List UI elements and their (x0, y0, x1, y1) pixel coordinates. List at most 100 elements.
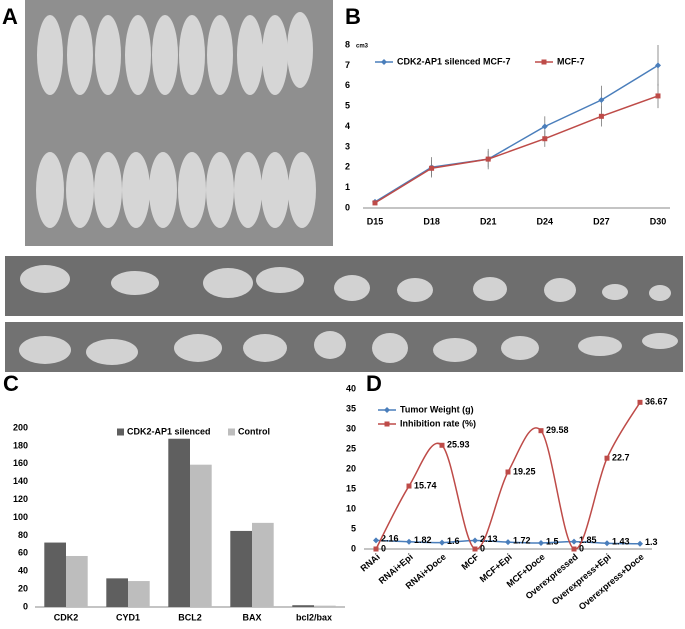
y-tick-label: 20 (346, 463, 356, 473)
marker (381, 59, 387, 65)
legend-label: Inhibition rate (%) (400, 418, 476, 428)
data-label: 22.7 (612, 453, 630, 463)
x-tick-label: Overexpress+Doce (577, 552, 646, 612)
y-tick-label: 5 (351, 523, 356, 533)
data-label: 1.82 (414, 535, 432, 545)
y-tick-label: 0 (351, 543, 356, 553)
y-unit: cm3 (356, 44, 369, 50)
y-tick-label: 60 (18, 548, 28, 558)
x-tick-label: RNAi (359, 552, 382, 574)
marker (505, 539, 511, 546)
x-tick-label: D15 (367, 216, 384, 226)
x-tick-label: D24 (537, 216, 554, 226)
marker (571, 546, 577, 552)
panel-label: C (3, 371, 19, 396)
bar (230, 530, 252, 607)
marker (604, 540, 610, 547)
bar (252, 522, 274, 607)
marker (406, 483, 412, 489)
data-label: 1.85 (579, 535, 597, 545)
marker (384, 421, 390, 427)
x-tick-label: BCL2 (178, 612, 202, 622)
y-tick-label: 35 (346, 403, 356, 413)
legend-label: CDK2-AP1 silenced (127, 426, 211, 436)
panel-label: B (345, 4, 361, 29)
marker (472, 537, 478, 544)
marker (406, 538, 412, 545)
y-tick-label: 20 (18, 583, 28, 593)
x-tick-label: CYD1 (116, 612, 140, 622)
y-tick-label: 120 (13, 494, 28, 504)
y-tick-label: 4 (345, 121, 350, 131)
legend-label: Control (238, 426, 270, 436)
marker (485, 156, 491, 162)
tumors (19, 265, 678, 365)
legend-label: Tumor Weight (g) (400, 404, 474, 414)
y-tick-label: 25 (346, 443, 356, 453)
y-tick-label: 0 (345, 202, 350, 212)
y-tick-label: 30 (346, 423, 356, 433)
legend-label: MCF-7 (557, 56, 585, 66)
marker (373, 537, 379, 544)
marker (655, 62, 661, 69)
bar (44, 542, 66, 607)
marker (538, 428, 544, 434)
y-tick-label: 10 (346, 503, 356, 513)
marker (541, 59, 547, 65)
marker (637, 540, 643, 547)
marker (429, 165, 435, 171)
y-tick-label: 100 (13, 512, 28, 522)
x-tick-label: D21 (480, 216, 497, 226)
bar (292, 605, 314, 607)
data-label: 36.67 (645, 397, 668, 407)
marker (598, 113, 604, 119)
data-label: 19.25 (513, 466, 536, 476)
panel-label: D (366, 371, 382, 396)
bar (128, 581, 150, 607)
y-tick-label: 8 (345, 39, 350, 49)
marker (439, 539, 445, 546)
data-label: 1.5 (546, 536, 559, 546)
legend-swatch (117, 428, 124, 436)
data-label: 1.6 (447, 536, 460, 546)
x-tick-label: Overexpress+Epi (550, 552, 613, 607)
x-tick-label: D18 (423, 216, 440, 226)
series-line (374, 64, 659, 203)
marker (541, 123, 548, 130)
marker (655, 93, 661, 99)
bar (314, 605, 336, 607)
legend-swatch (228, 428, 235, 436)
marker (439, 442, 445, 448)
bar (106, 578, 128, 607)
data-label: 15.74 (414, 480, 437, 490)
marker (472, 546, 478, 552)
mice (36, 12, 316, 228)
y-tick-label: 15 (346, 483, 356, 493)
marker (637, 399, 643, 405)
data-label: 25.93 (447, 440, 470, 450)
panel-label: A (2, 4, 18, 29)
y-tick-label: 140 (13, 476, 28, 486)
marker (384, 407, 390, 413)
y-tick-label: 160 (13, 458, 28, 468)
marker (505, 469, 511, 475)
y-tick-label: 80 (18, 530, 28, 540)
marker (571, 538, 577, 545)
y-tick-label: 180 (13, 440, 28, 450)
y-tick-label: 2 (345, 162, 350, 172)
x-tick-label: CDK2 (54, 612, 79, 622)
series-line (374, 95, 659, 204)
bar (168, 438, 190, 607)
y-tick-label: 6 (345, 80, 350, 90)
data-label: 0 (579, 543, 584, 553)
data-label: 29.58 (546, 425, 569, 435)
marker (372, 200, 378, 206)
y-tick-label: 1 (345, 182, 350, 192)
y-tick-label: 0 (23, 601, 28, 611)
data-label: 1.43 (612, 537, 630, 547)
data-label: 0 (381, 543, 386, 553)
marker (542, 136, 548, 142)
y-tick-label: 7 (345, 60, 350, 70)
marker (604, 455, 610, 461)
